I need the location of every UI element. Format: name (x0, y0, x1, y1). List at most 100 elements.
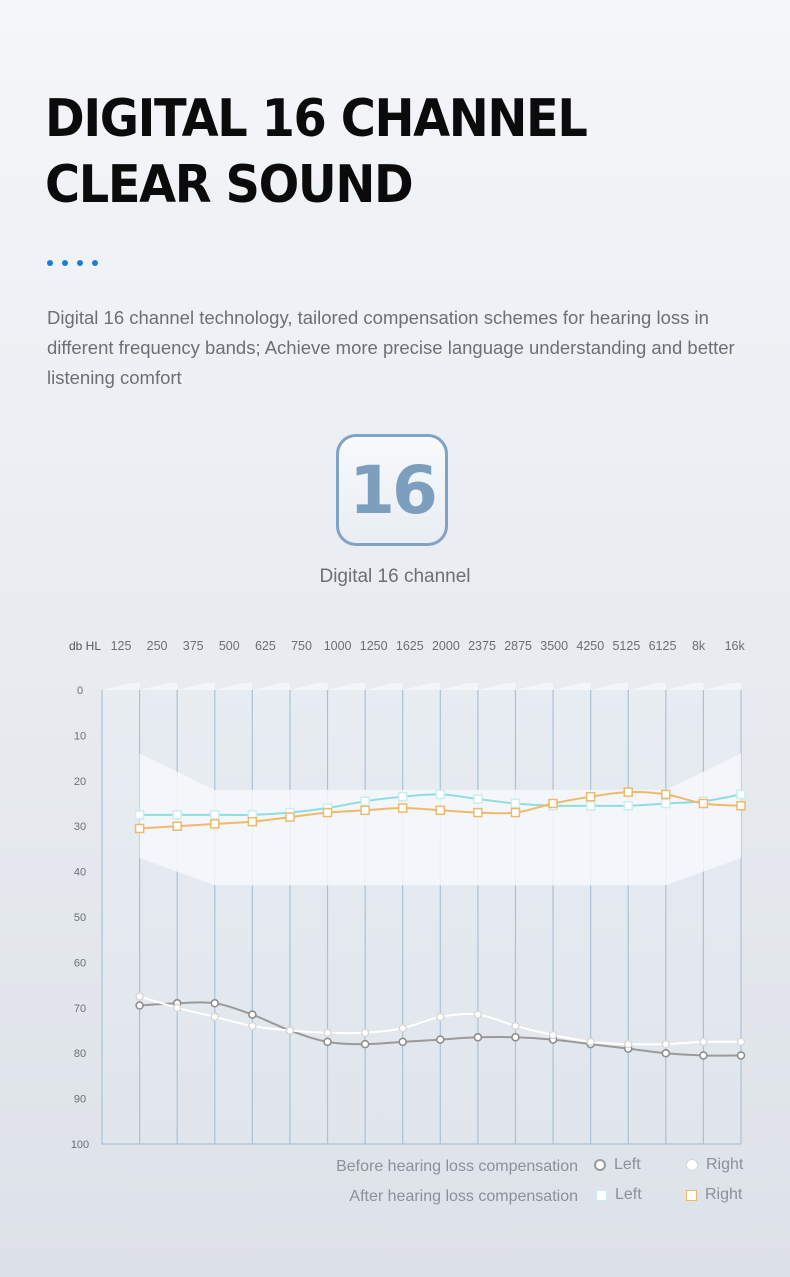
data-point (285, 1026, 295, 1035)
data-point (585, 791, 596, 802)
data-point (322, 807, 333, 818)
data-point (210, 819, 220, 829)
grid-column-cap (515, 683, 554, 690)
data-point (736, 789, 746, 800)
data-point (510, 807, 521, 818)
data-point (661, 1039, 671, 1049)
data-point (473, 1010, 483, 1019)
data-point (172, 810, 182, 820)
x-tick-label: 500 (219, 639, 240, 653)
grid-column-cap (102, 683, 140, 690)
x-tick-label: 6125 (649, 639, 677, 653)
x-tick-label: 16k (725, 639, 746, 653)
chart-series (134, 787, 746, 1060)
x-tick-label: 125 (111, 639, 132, 653)
grid-column (590, 690, 629, 1144)
grid-column (665, 690, 704, 1144)
x-tick-label: 8k (692, 639, 706, 653)
data-point (135, 1001, 144, 1010)
x-tick-label: 250 (147, 639, 168, 653)
grid-column (252, 690, 290, 1144)
square-icon (686, 1189, 697, 1201)
grid-column-cap (365, 683, 403, 690)
y-tick-label: 40 (74, 867, 86, 879)
grid-column (214, 690, 253, 1144)
data-point (210, 999, 220, 1008)
data-point (436, 1035, 445, 1044)
data-point (435, 789, 446, 800)
y-tick-label: 10 (74, 730, 86, 742)
data-point (661, 1048, 671, 1058)
data-point (699, 1051, 708, 1060)
x-tick-label: 625 (255, 639, 276, 653)
circle-icon (594, 1159, 606, 1171)
grid-column-cap (327, 683, 366, 690)
data-point (210, 810, 220, 820)
grid-column-cap (590, 683, 629, 690)
channel-badge: 16 (336, 434, 448, 546)
badge-number: 16 (349, 451, 438, 529)
data-point (398, 1037, 407, 1047)
x-tick-label: 375 (183, 639, 204, 653)
y-tick-label: 70 (74, 1003, 86, 1015)
grid-column-cap (177, 683, 215, 690)
grid-column (289, 690, 328, 1144)
chart-labels: db HL 125 250 375 500 625 750 1000 1250 1625 2000 2… (69, 639, 746, 1151)
data-point (586, 1037, 595, 1047)
data-point (548, 1030, 558, 1040)
x-tick-label: 2000 (432, 639, 460, 653)
data-point (397, 803, 408, 813)
y-tick-label: 90 (74, 1094, 86, 1106)
legend-after-right-label: Right (705, 1186, 743, 1203)
y-axis-label: db HL (69, 639, 101, 653)
y-tick-label: 20 (74, 776, 86, 788)
y-tick-label: 0 (77, 685, 83, 697)
data-point (135, 992, 144, 1001)
dot (77, 260, 83, 266)
y-tick-label: 50 (74, 912, 86, 924)
x-tick-label: 2375 (468, 639, 496, 653)
data-point (172, 1003, 182, 1013)
data-point (736, 1051, 746, 1060)
decorative-dots (47, 260, 98, 266)
data-point (323, 1037, 332, 1047)
data-point (661, 798, 671, 809)
chart-band (139, 753, 741, 886)
data-point (398, 1023, 407, 1033)
page-title: DIGITAL 16 CHANNEL CLEAR SOUND (45, 86, 588, 218)
badge-caption: Digital 16 channel (319, 566, 471, 587)
description-text: Digital 16 channel technology, tailored … (47, 307, 735, 388)
grid-column-cap (440, 683, 478, 690)
x-tick-label: 1250 (360, 639, 388, 653)
grid-column (440, 690, 478, 1144)
grid-column (365, 690, 403, 1144)
y-tick-label: 60 (74, 957, 86, 969)
data-point (473, 1033, 483, 1042)
title-line-1: DIGITAL 16 CHANNEL (45, 89, 588, 149)
grid-column (628, 690, 666, 1144)
data-point (511, 1033, 520, 1042)
data-point (736, 801, 746, 811)
data-point (510, 798, 521, 809)
x-tick-label: 3500 (540, 639, 568, 653)
legend-before-right-label: Right (706, 1156, 744, 1173)
data-point (511, 1021, 520, 1031)
grid-column (515, 690, 554, 1144)
comfort-band (139, 753, 741, 886)
data-point (623, 1039, 633, 1049)
data-point (210, 1012, 220, 1022)
grid-column-cap (477, 683, 516, 690)
data-point (736, 1037, 746, 1047)
grid-column-cap (665, 683, 704, 690)
grid-column (327, 690, 366, 1144)
y-tick-label: 100 (71, 1139, 89, 1151)
grid-column (402, 690, 441, 1144)
legend-before-left-label: Left (614, 1156, 641, 1173)
x-tick-label: 4250 (576, 639, 604, 653)
data-point (247, 816, 258, 827)
legend-after-right: Right (686, 1186, 742, 1204)
data-point (172, 821, 182, 831)
data-point (360, 796, 370, 806)
grid-column-cap (402, 683, 441, 690)
legend-before-left: Left (594, 1156, 641, 1174)
